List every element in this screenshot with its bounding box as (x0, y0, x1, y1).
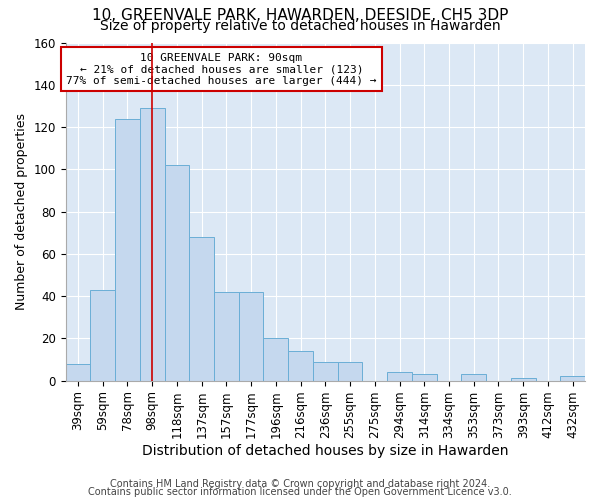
Bar (263, 338, 288, 380)
Bar (511, 378, 536, 380)
Bar (288, 351, 313, 380)
X-axis label: Distribution of detached houses by size in Hawarden: Distribution of detached houses by size … (142, 444, 509, 458)
Bar (239, 292, 263, 380)
Bar (190, 237, 214, 380)
Bar (214, 292, 239, 380)
Text: Size of property relative to detached houses in Hawarden: Size of property relative to detached ho… (100, 19, 500, 33)
Bar (140, 108, 164, 380)
Bar (387, 372, 412, 380)
Text: Contains public sector information licensed under the Open Government Licence v3: Contains public sector information licen… (88, 487, 512, 497)
Bar (560, 376, 585, 380)
Bar (461, 374, 486, 380)
Bar (338, 362, 362, 380)
Bar (313, 362, 338, 380)
Text: Contains HM Land Registry data © Crown copyright and database right 2024.: Contains HM Land Registry data © Crown c… (110, 479, 490, 489)
Bar (65, 364, 91, 380)
Bar (164, 165, 190, 380)
Text: 10 GREENVALE PARK: 90sqm
← 21% of detached houses are smaller (123)
77% of semi-: 10 GREENVALE PARK: 90sqm ← 21% of detach… (66, 52, 377, 86)
Bar (115, 118, 140, 380)
Bar (91, 290, 115, 380)
Y-axis label: Number of detached properties: Number of detached properties (15, 113, 28, 310)
Text: 10, GREENVALE PARK, HAWARDEN, DEESIDE, CH5 3DP: 10, GREENVALE PARK, HAWARDEN, DEESIDE, C… (92, 8, 508, 22)
Bar (412, 374, 437, 380)
